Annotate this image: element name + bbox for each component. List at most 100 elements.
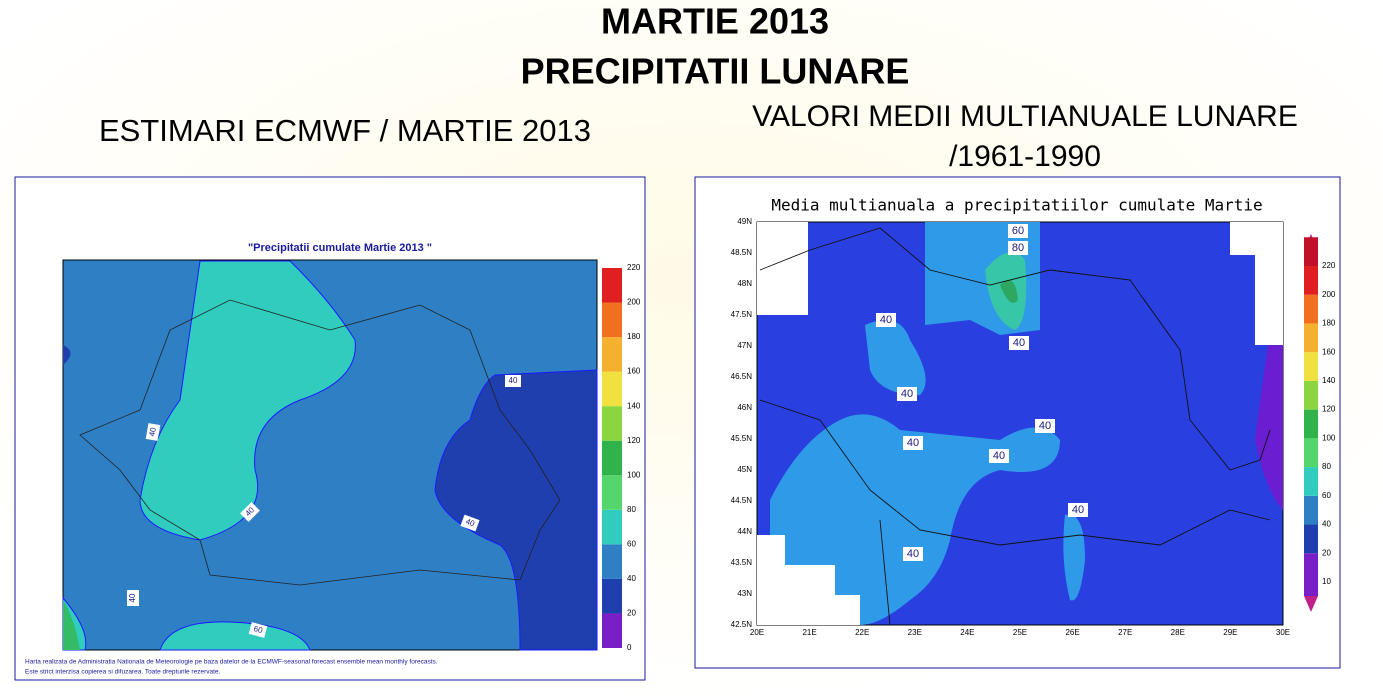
contour-area xyxy=(865,320,926,395)
subtitle: PRECIPITATII LUNARE xyxy=(521,51,910,92)
legend-label: 20 xyxy=(627,609,636,618)
contour-label: 40 xyxy=(509,376,518,385)
contour-label-box xyxy=(903,547,923,561)
contour-area xyxy=(1000,280,1018,303)
contour-label-box xyxy=(1035,419,1055,433)
legend-label: 40 xyxy=(1322,520,1331,529)
colorbar-segment xyxy=(602,371,622,407)
colorbar-segment xyxy=(602,578,622,614)
lat-label: 48.5N xyxy=(731,248,753,257)
colorbar-segment xyxy=(1304,467,1318,496)
missing-data xyxy=(757,222,1283,625)
colorbar-segment xyxy=(1304,294,1318,324)
contour-area xyxy=(434,369,598,651)
contour-label-box xyxy=(1008,241,1028,255)
contour-label-box xyxy=(1009,336,1029,350)
contour-label-box xyxy=(127,590,139,606)
contour-label-box xyxy=(989,449,1009,463)
lon-label: 27E xyxy=(1118,628,1132,637)
contour-label: 40 xyxy=(464,517,476,529)
footnote: Harta realizata de Administratia Nationa… xyxy=(25,659,438,666)
contour-label-box xyxy=(460,514,480,532)
colorbar-segment xyxy=(602,509,622,545)
lon-label: 24E xyxy=(960,628,974,637)
legend-label: 180 xyxy=(1322,319,1336,328)
legend-label: 220 xyxy=(627,263,641,272)
colorbar-segment xyxy=(1304,266,1318,295)
colorbar-segment xyxy=(1304,495,1318,525)
colorbar-segment xyxy=(1304,250,1318,266)
lat-label: 43N xyxy=(737,589,752,598)
lat-label: 47N xyxy=(737,341,752,350)
lon-label: 22E xyxy=(855,628,869,637)
lat-label: 44N xyxy=(737,527,752,536)
contour-label-box xyxy=(876,313,896,327)
legend-label: 120 xyxy=(1322,405,1336,414)
contour-area xyxy=(159,621,311,651)
contour-area xyxy=(63,345,71,365)
lat-label: 46.5N xyxy=(731,372,753,381)
contour-label: 40 xyxy=(901,388,913,400)
colorbar-segment xyxy=(1304,352,1318,381)
lat-label: 46N xyxy=(737,403,752,412)
colorbar-segment xyxy=(1304,409,1318,439)
contour-label: 40 xyxy=(880,314,892,326)
colorbar-segment xyxy=(602,406,622,441)
colorbar-segment xyxy=(602,544,622,579)
contour-label: 80 xyxy=(1012,242,1024,254)
colorbar-segment xyxy=(602,302,622,338)
left-heading: ESTIMARI ECMWF / MARTIE 2013 xyxy=(99,113,591,148)
colorbar-segment xyxy=(602,440,622,476)
contour-label: 40 xyxy=(1039,420,1051,432)
lon-label: 30E xyxy=(1276,628,1290,637)
contour-area xyxy=(1255,345,1283,510)
right-map: Media multianuala a precipitatiilor cumu… xyxy=(694,176,1341,669)
lat-label: 47.5N xyxy=(731,310,753,319)
contour-area xyxy=(63,600,80,650)
legend-label: 60 xyxy=(627,539,636,548)
lon-label: 29E xyxy=(1223,628,1237,637)
legend-label: 140 xyxy=(1322,376,1336,385)
legend-label: 160 xyxy=(627,367,641,376)
lat-label: 45N xyxy=(737,465,752,474)
contour-label: 60 xyxy=(253,624,264,635)
footnote: Este strict interzisa copierea si difuza… xyxy=(25,669,221,676)
contour-label-box xyxy=(1008,224,1028,238)
contour-label-box xyxy=(240,502,260,522)
contour-label: 60 xyxy=(1012,225,1024,237)
contour-label-box xyxy=(897,387,917,401)
contour-label: 40 xyxy=(128,593,137,602)
legend-label: 200 xyxy=(1322,290,1336,299)
legend-label: 40 xyxy=(627,574,636,583)
colorbar-segment xyxy=(1304,553,1318,582)
colorbar-segment xyxy=(602,613,622,648)
lon-label: 28E xyxy=(1171,628,1185,637)
legend-label: 0 xyxy=(627,643,632,652)
legend-label: 100 xyxy=(1322,433,1336,442)
border xyxy=(759,227,1271,626)
lon-label: 20E xyxy=(750,628,764,637)
colorbar-segment xyxy=(1304,524,1318,554)
legend-label: 160 xyxy=(1322,347,1336,356)
contour-label-box xyxy=(505,375,521,387)
contour-label-box xyxy=(903,436,923,450)
contour-label-box xyxy=(145,423,161,441)
legend-label: 100 xyxy=(627,470,641,479)
colorbar-segment xyxy=(1304,380,1318,410)
contour-label-box xyxy=(248,622,268,638)
colorbar-segment xyxy=(602,268,622,303)
legend-label: 60 xyxy=(1322,491,1331,500)
legend-label: 140 xyxy=(627,401,641,410)
lon-label: 21E xyxy=(802,628,816,637)
contour-label: 40 xyxy=(907,437,919,449)
lat-label: 49N xyxy=(737,217,752,226)
colorbar-segment xyxy=(602,475,622,510)
contour-label: 40 xyxy=(993,450,1005,462)
contour-label: 40 xyxy=(1072,504,1084,516)
left-map: "Precipitatii cumulate Martie 2013 " Har… xyxy=(14,176,646,681)
contour-area xyxy=(770,414,1060,625)
contour-label-box xyxy=(1068,503,1088,517)
legend-label: 120 xyxy=(627,436,641,445)
right-heading: VALORI MEDII MULTIANUALE LUNARE xyxy=(752,100,1298,133)
